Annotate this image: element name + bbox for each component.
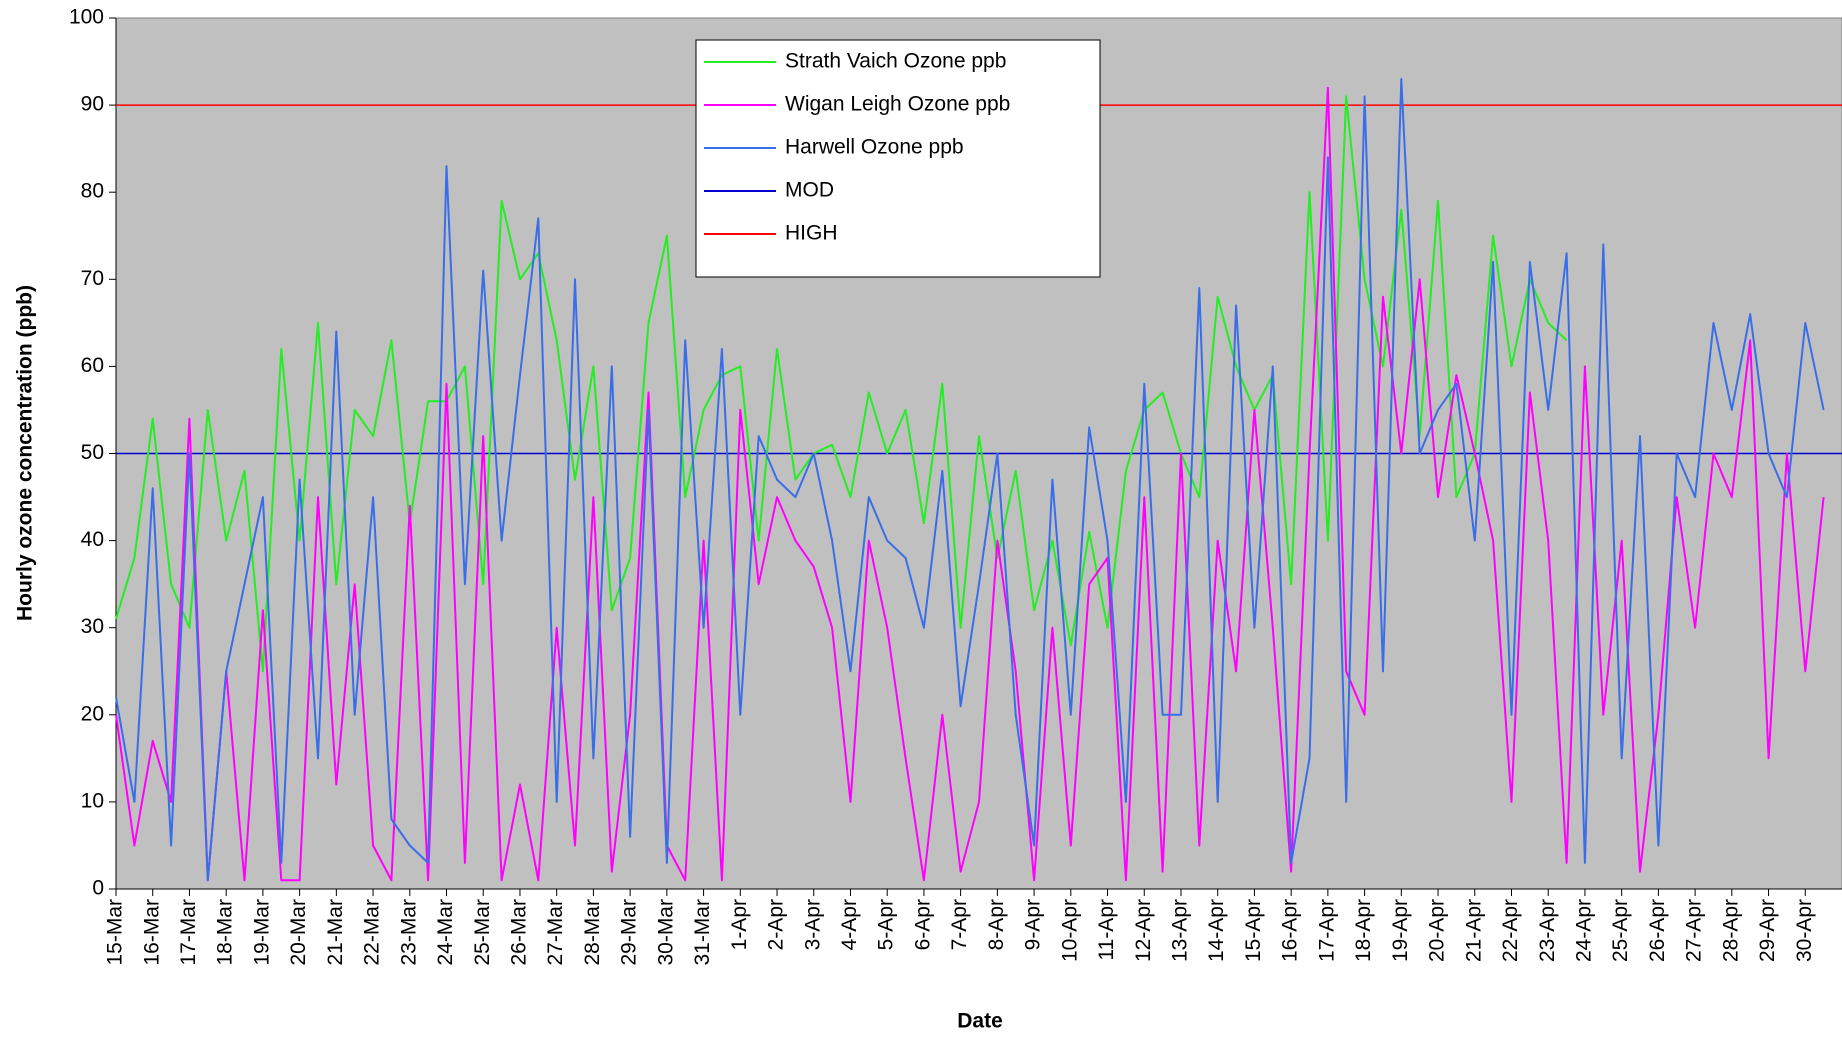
x-tick-label: 21-Apr: [1462, 899, 1485, 962]
x-tick-label: 17-Apr: [1315, 899, 1338, 962]
x-tick-label: 18-Apr: [1352, 899, 1375, 962]
x-tick-label: 1-Apr: [728, 899, 751, 950]
y-tick-label: 30: [81, 615, 104, 638]
x-tick-label: 29-Apr: [1756, 899, 1779, 962]
x-tick-label: 15-Apr: [1242, 899, 1265, 962]
x-tick-label: 17-Mar: [177, 899, 200, 966]
y-tick-label: 70: [81, 267, 104, 290]
x-tick-label: 2-Apr: [765, 899, 788, 950]
x-tick-label: 19-Mar: [250, 899, 273, 966]
x-tick-label: 23-Apr: [1536, 899, 1559, 962]
x-tick-label: 7-Apr: [948, 899, 971, 950]
legend-label: Strath Vaich Ozone ppb: [785, 50, 1006, 73]
x-tick-label: 28-Mar: [581, 899, 604, 966]
x-tick-label: 28-Apr: [1719, 899, 1742, 962]
y-tick-label: 0: [92, 877, 104, 900]
legend-label: Harwell Ozone ppb: [785, 136, 964, 159]
x-tick-label: 14-Apr: [1205, 899, 1228, 962]
x-tick-label: 22-Mar: [361, 899, 384, 966]
x-tick-label: 11-Apr: [1095, 899, 1118, 960]
x-tick-label: 23-Mar: [397, 899, 420, 966]
x-tick-label: 24-Apr: [1572, 899, 1595, 962]
x-tick-label: 3-Apr: [801, 899, 824, 950]
x-tick-label: 27-Mar: [544, 899, 567, 966]
x-tick-label: 27-Apr: [1683, 899, 1706, 962]
x-tick-label: 8-Apr: [985, 899, 1008, 950]
legend-label: MOD: [785, 179, 834, 202]
x-tick-label: 20-Mar: [287, 899, 310, 966]
x-tick-label: 16-Mar: [140, 899, 163, 966]
x-tick-label: 25-Mar: [471, 899, 494, 966]
legend-box: [695, 39, 1101, 278]
x-tick-label: 22-Apr: [1499, 899, 1522, 962]
x-tick-label: 24-Mar: [434, 899, 457, 966]
series-line: [115, 78, 1825, 882]
series-line: [115, 95, 1568, 673]
y-tick-label: 50: [81, 441, 104, 464]
y-tick-label: 40: [81, 528, 104, 551]
x-tick-label: 21-Mar: [324, 899, 347, 966]
x-tick-label: 18-Mar: [214, 899, 237, 966]
legend-label: HIGH: [785, 222, 838, 245]
y-tick-label: 100: [69, 6, 104, 29]
y-tick-label: 20: [81, 702, 104, 725]
y-axis-label: Hourly ozone concentration (ppb): [14, 285, 37, 621]
y-tick-label: 10: [81, 789, 104, 812]
x-tick-label: 29-Mar: [618, 899, 641, 966]
x-tick-label: 26-Mar: [508, 899, 531, 966]
x-tick-label: 9-Apr: [1022, 899, 1045, 950]
x-tick-label: 4-Apr: [838, 899, 861, 950]
x-tick-label: 20-Apr: [1426, 899, 1449, 962]
x-tick-label: 30-Apr: [1793, 899, 1816, 962]
series-line: [115, 86, 1825, 882]
x-tick-label: 30-Mar: [654, 899, 677, 966]
y-tick-label: 60: [81, 354, 104, 377]
x-tick-label: 13-Apr: [1169, 899, 1192, 962]
x-tick-label: 25-Apr: [1609, 899, 1632, 962]
x-tick-label: 15-Mar: [104, 899, 127, 966]
x-tick-label: 5-Apr: [875, 899, 898, 950]
x-axis-label: Date: [957, 1010, 1003, 1033]
y-tick-label: 80: [81, 180, 104, 203]
x-tick-label: 16-Apr: [1279, 899, 1302, 962]
x-tick-label: 19-Apr: [1389, 899, 1412, 962]
x-tick-label: 6-Apr: [911, 899, 934, 950]
legend-label: Wigan Leigh Ozone ppb: [785, 93, 1010, 116]
x-tick-label: 31-Mar: [691, 899, 714, 966]
x-tick-label: 12-Apr: [1132, 899, 1155, 962]
x-tick-label: 10-Apr: [1058, 899, 1081, 962]
y-tick-label: 90: [81, 93, 104, 116]
x-tick-label: 26-Apr: [1646, 899, 1669, 962]
